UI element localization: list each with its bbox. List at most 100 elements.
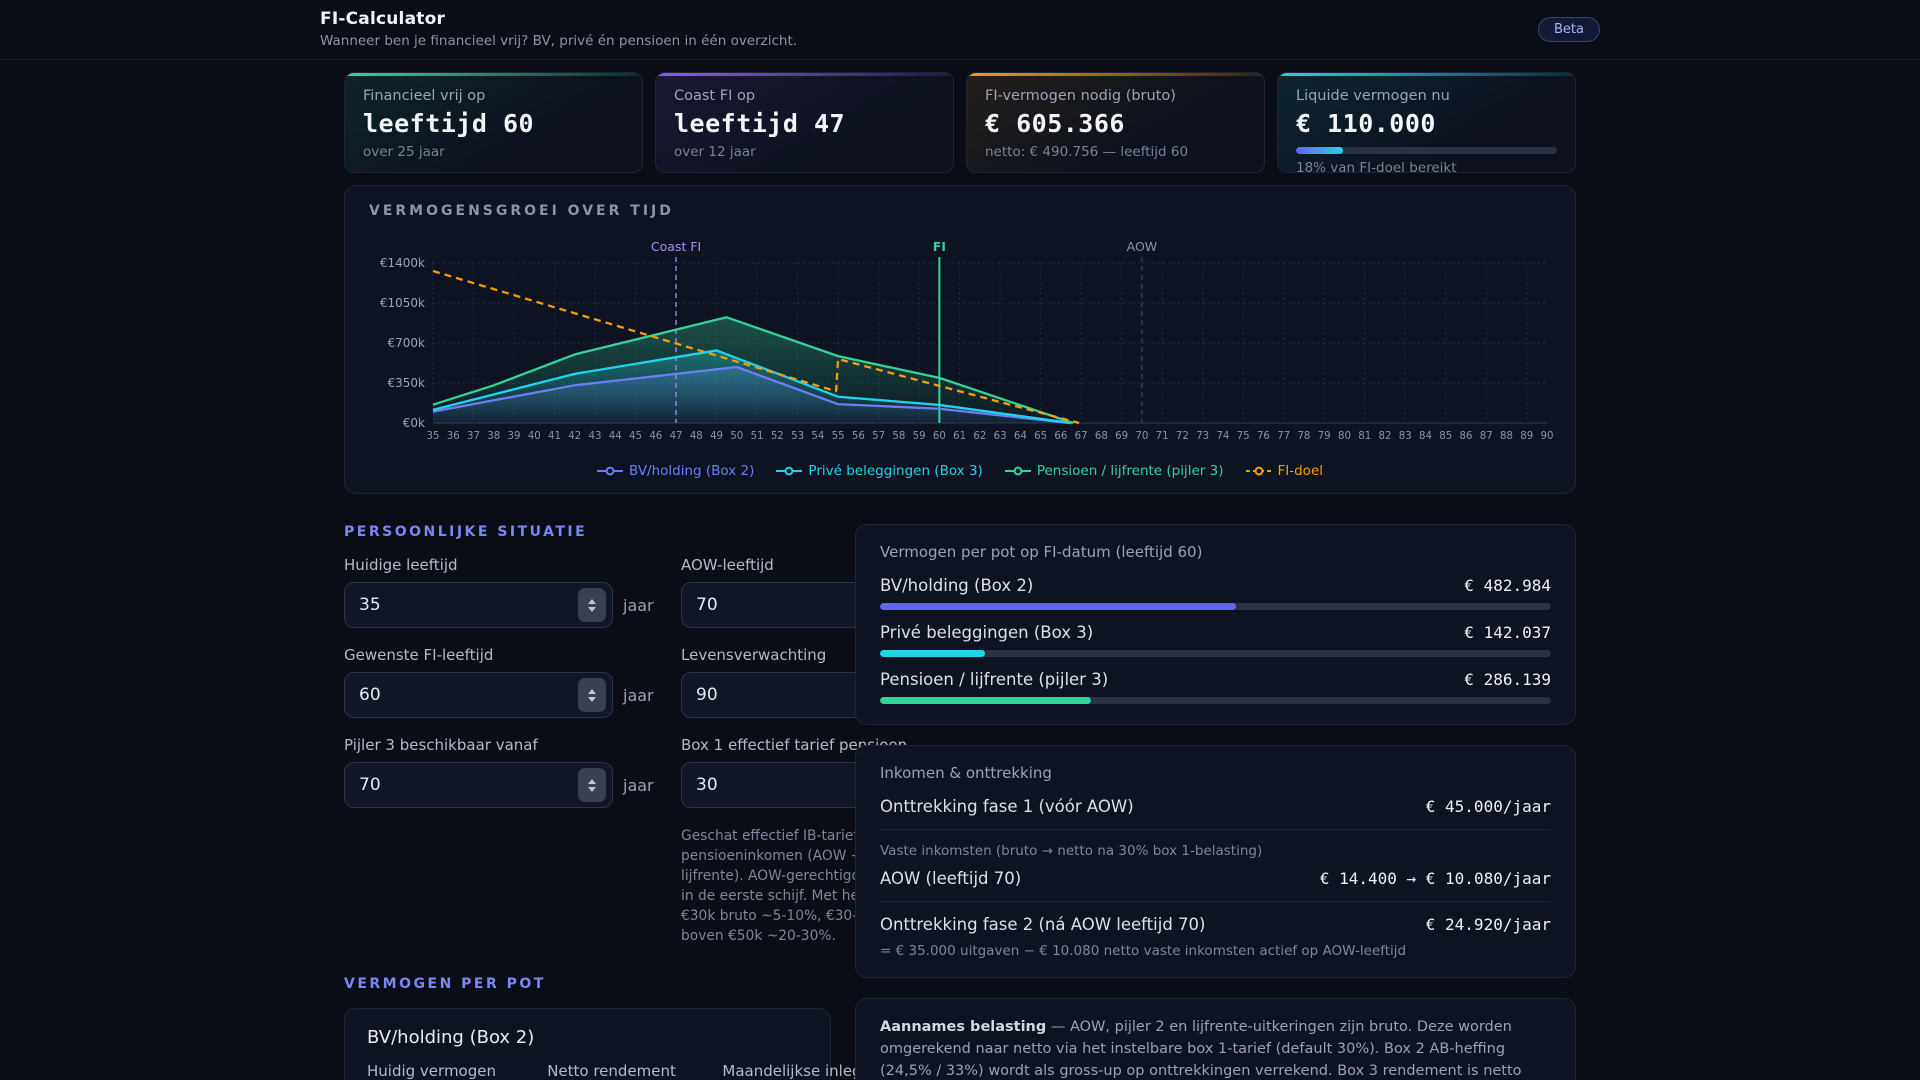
field-label: Pijler 3 beschikbaar vanaf bbox=[344, 736, 538, 754]
legend-line-icon bbox=[776, 466, 803, 476]
svg-text:68: 68 bbox=[1095, 431, 1108, 442]
pot-bar-track bbox=[880, 603, 1551, 610]
bv-holding-fields: Huidig vermogen € Netto rendement bbox=[367, 1062, 862, 1080]
stat-value: € 110.000 bbox=[1296, 109, 1436, 138]
svg-text:78: 78 bbox=[1297, 431, 1310, 442]
stat-label: Liquide vermogen nu bbox=[1296, 88, 1450, 104]
pijler3-vanaf-input[interactable] bbox=[359, 775, 578, 795]
svg-text:54: 54 bbox=[811, 431, 824, 442]
stats-row: Financieel vrij op leeftijd 60 over 25 j… bbox=[344, 72, 1576, 173]
field-suffix: jaar bbox=[623, 775, 654, 795]
field-pijler3-vanaf: Pijler 3 beschikbaar vanaf jaar bbox=[344, 736, 655, 808]
svg-text:64: 64 bbox=[1014, 431, 1027, 442]
pot-bar-fill bbox=[880, 603, 1236, 610]
field-netto-rendement: Netto rendement % bbox=[547, 1062, 706, 1080]
step-up-icon[interactable] bbox=[588, 778, 596, 784]
svg-text:65: 65 bbox=[1034, 431, 1047, 442]
field-huidige-leeftijd: Huidige leeftijd jaar bbox=[344, 556, 655, 628]
stat-value: leeftijd 60 bbox=[363, 109, 535, 138]
field-label: AOW-leeftijd bbox=[681, 556, 774, 574]
left-column: PERSOONLIJKE SITUATIE Huidige leeftijd j… bbox=[344, 524, 991, 1080]
stat-card-accent-bar bbox=[967, 73, 1264, 76]
pot-row-label: Privé beleggingen (Box 3) bbox=[880, 623, 1094, 642]
svg-text:Coast FI: Coast FI bbox=[651, 239, 701, 254]
stepper-buttons[interactable] bbox=[578, 678, 606, 712]
legend-label: FI-doel bbox=[1277, 463, 1324, 479]
svg-text:66: 66 bbox=[1054, 431, 1067, 442]
main-content: Financieel vrij op leeftijd 60 over 25 j… bbox=[344, 72, 1576, 1080]
legend-line-icon bbox=[596, 466, 623, 476]
legend-line-icon bbox=[1004, 466, 1031, 476]
step-down-icon[interactable] bbox=[588, 696, 596, 702]
vermogensgroei-chart: €0k €350k €700k €1050k €1400k 35 36 37 38 39 40 41 4… bbox=[380, 239, 1553, 442]
svg-text:74: 74 bbox=[1216, 431, 1229, 442]
step-down-icon[interactable] bbox=[588, 786, 596, 792]
svg-text:38: 38 bbox=[487, 431, 500, 442]
svg-text:42: 42 bbox=[568, 431, 581, 442]
svg-text:85: 85 bbox=[1439, 431, 1452, 442]
svg-text:71: 71 bbox=[1156, 431, 1169, 442]
stat-card-accent-bar bbox=[345, 73, 642, 76]
gewenste-fi-leeftijd-input[interactable] bbox=[359, 685, 578, 705]
note-title: Aannames belasting bbox=[880, 1019, 1047, 1035]
pot-row-value: € 482.984 bbox=[1464, 576, 1551, 595]
field-huidig-vermogen: Huidig vermogen € bbox=[367, 1062, 531, 1080]
pot-bar-fill bbox=[880, 697, 1091, 704]
legend-item: Privé beleggingen (Box 3) bbox=[776, 463, 983, 479]
beta-badge: Beta bbox=[1538, 16, 1600, 42]
svg-text:63: 63 bbox=[994, 431, 1007, 442]
field-label: Maandelijkse inleg bbox=[722, 1062, 862, 1080]
svg-text:35: 35 bbox=[427, 431, 440, 442]
svg-text:87: 87 bbox=[1480, 431, 1493, 442]
svg-text:61: 61 bbox=[953, 431, 966, 442]
svg-text:55: 55 bbox=[832, 431, 845, 442]
field-gewenste-fi-leeftijd: Gewenste FI-leeftijd jaar bbox=[344, 646, 655, 718]
divider bbox=[880, 829, 1551, 830]
svg-text:90: 90 bbox=[1541, 431, 1553, 442]
income-row-aow: AOW (leeftijd 70) € 14.400 → € 10.080/ja… bbox=[880, 869, 1551, 888]
svg-text:79: 79 bbox=[1318, 431, 1331, 442]
income-row-phase1: Onttrekking fase 1 (vóór AOW) € 45.000/j… bbox=[880, 797, 1551, 816]
svg-text:39: 39 bbox=[508, 431, 521, 442]
income-panel-title: Inkomen & onttrekking bbox=[880, 764, 1052, 782]
divider bbox=[880, 901, 1551, 902]
legend-label: Privé beleggingen (Box 3) bbox=[808, 463, 983, 479]
personal-section-heading: PERSOONLIJKE SITUATIE bbox=[344, 524, 588, 540]
svg-text:86: 86 bbox=[1459, 431, 1472, 442]
field-label: Levensverwachting bbox=[681, 646, 827, 664]
note-aannames-belasting: Aannames belasting — AOW, pijler 2 en li… bbox=[880, 1017, 1551, 1080]
note-text: — AOW, pijler 2 en lijfrente-uitkeringen… bbox=[880, 1019, 1522, 1079]
stat-sub: 18% van FI-doel bereikt bbox=[1296, 160, 1457, 173]
step-up-icon[interactable] bbox=[588, 598, 596, 604]
svg-text:69: 69 bbox=[1115, 431, 1128, 442]
assumptions-panel: Aannames belasting — AOW, pijler 2 en li… bbox=[855, 998, 1576, 1080]
svg-text:81: 81 bbox=[1358, 431, 1371, 442]
stepper-buttons[interactable] bbox=[578, 588, 606, 622]
svg-text:51: 51 bbox=[751, 431, 764, 442]
huidige-leeftijd-input-box bbox=[344, 582, 613, 628]
stat-value: leeftijd 47 bbox=[674, 109, 846, 138]
svg-text:37: 37 bbox=[467, 431, 480, 442]
svg-text:44: 44 bbox=[609, 431, 622, 442]
svg-text:62: 62 bbox=[973, 431, 986, 442]
stat-sub: netto: € 490.756 — leeftijd 60 bbox=[985, 144, 1189, 160]
chart-legend: BV/holding (Box 2) Privé beleggingen (Box… bbox=[369, 463, 1551, 479]
svg-text:52: 52 bbox=[771, 431, 784, 442]
fi-progress-fill bbox=[1296, 147, 1343, 154]
fi-pots-panel-title: Vermogen per pot op FI-datum (leeftijd 6… bbox=[880, 543, 1203, 561]
step-up-icon[interactable] bbox=[588, 688, 596, 694]
svg-text:67: 67 bbox=[1075, 431, 1088, 442]
pot-bar-track bbox=[880, 650, 1551, 657]
field-label: Huidig vermogen bbox=[367, 1062, 496, 1080]
step-down-icon[interactable] bbox=[588, 606, 596, 612]
svg-text:€1050k: €1050k bbox=[380, 296, 425, 310]
stepper-buttons[interactable] bbox=[578, 768, 606, 802]
huidige-leeftijd-input[interactable] bbox=[359, 595, 578, 615]
pot-row-value: € 142.037 bbox=[1464, 623, 1551, 642]
field-label: Box 1 effectief tarief pensioen bbox=[681, 736, 908, 754]
stat-label: FI-vermogen nodig (bruto) bbox=[985, 88, 1176, 104]
income-row-label: Onttrekking fase 1 (vóór AOW) bbox=[880, 797, 1134, 816]
svg-text:77: 77 bbox=[1277, 431, 1290, 442]
stat-label: Coast FI op bbox=[674, 88, 756, 104]
svg-text:43: 43 bbox=[589, 431, 602, 442]
